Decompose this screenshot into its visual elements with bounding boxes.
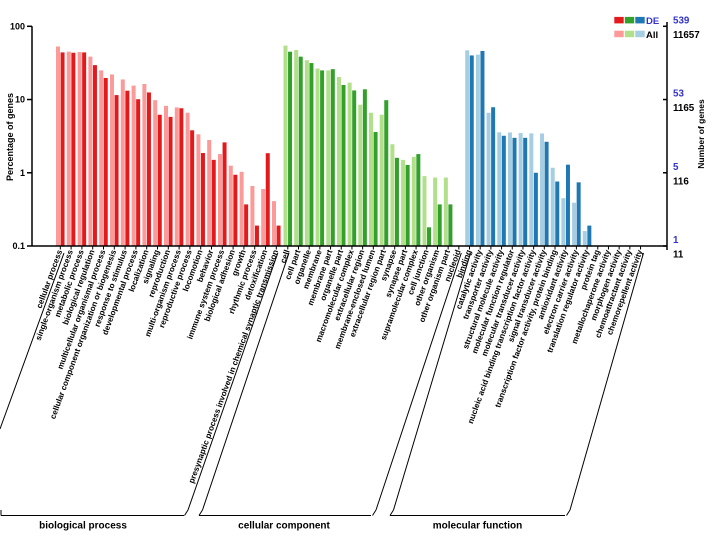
- svg-text:116: 116: [673, 176, 689, 187]
- svg-text:biological process: biological process: [39, 521, 127, 532]
- svg-text:Percentage of genes: Percentage of genes: [5, 93, 15, 181]
- svg-text:0.1: 0.1: [12, 241, 25, 251]
- svg-text:5: 5: [673, 162, 679, 173]
- svg-text:All: All: [646, 30, 658, 41]
- svg-text:1: 1: [673, 235, 679, 246]
- svg-text:1: 1: [20, 168, 25, 178]
- svg-text:100: 100: [10, 22, 25, 32]
- svg-text:11: 11: [673, 250, 684, 261]
- svg-text:11657: 11657: [673, 30, 700, 41]
- svg-text:53: 53: [673, 89, 684, 100]
- svg-text:cell: cell: [279, 249, 292, 265]
- svg-text:1165: 1165: [673, 103, 695, 114]
- svg-text:DE: DE: [646, 16, 659, 27]
- svg-text:molecular function: molecular function: [433, 521, 522, 532]
- svg-text:Number of genes: Number of genes: [696, 99, 706, 169]
- svg-text:cellular component: cellular component: [238, 521, 330, 532]
- svg-text:10: 10: [15, 95, 25, 105]
- svg-text:539: 539: [673, 16, 690, 27]
